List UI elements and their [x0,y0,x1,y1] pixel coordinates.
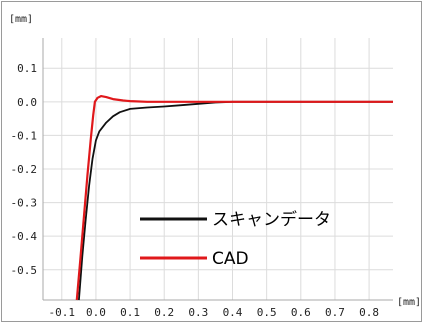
tick-labels: -0.1 0.0 0.1 0.2 0.3 0.4 0.5 0.6 0.7 0.8 0.1 0.0 -0.… [11,62,380,319]
x-tick-label: 0.1 [120,306,140,319]
axis-layer [42,38,393,301]
x-tick-label: 0.4 [223,306,243,319]
legend-label-scan: スキャンデータ [212,209,331,230]
x-unit-label: [mm] [397,297,421,308]
y-tick-label: -0.3 [11,197,38,210]
y-tick-label: -0.2 [11,163,38,176]
legend: スキャンデータ CAD [140,209,331,269]
legend-label-cad: CAD [212,249,249,269]
y-tick-label: -0.5 [11,264,38,277]
y-tick-label: 0.1 [17,62,37,75]
x-tick-label: 0.3 [188,306,208,319]
x-tick-label: 0.2 [154,306,174,319]
x-tick-label: 0.6 [291,306,311,319]
x-tick-label: 0.0 [86,306,106,319]
y-tick-label: 0.0 [17,96,37,109]
x-tick-label: 0.7 [325,306,345,319]
series-line-cad [75,95,393,301]
x-tick-label: -0.1 [49,306,76,319]
y-unit-label: [mm] [9,14,33,25]
series-layer [75,95,393,301]
y-tick-label: -0.4 [11,230,38,243]
x-tick-label: 0.5 [257,306,277,319]
grid-layer [43,38,393,300]
x-tick-label: 0.8 [359,306,379,319]
y-tick-label: -0.1 [11,129,38,142]
